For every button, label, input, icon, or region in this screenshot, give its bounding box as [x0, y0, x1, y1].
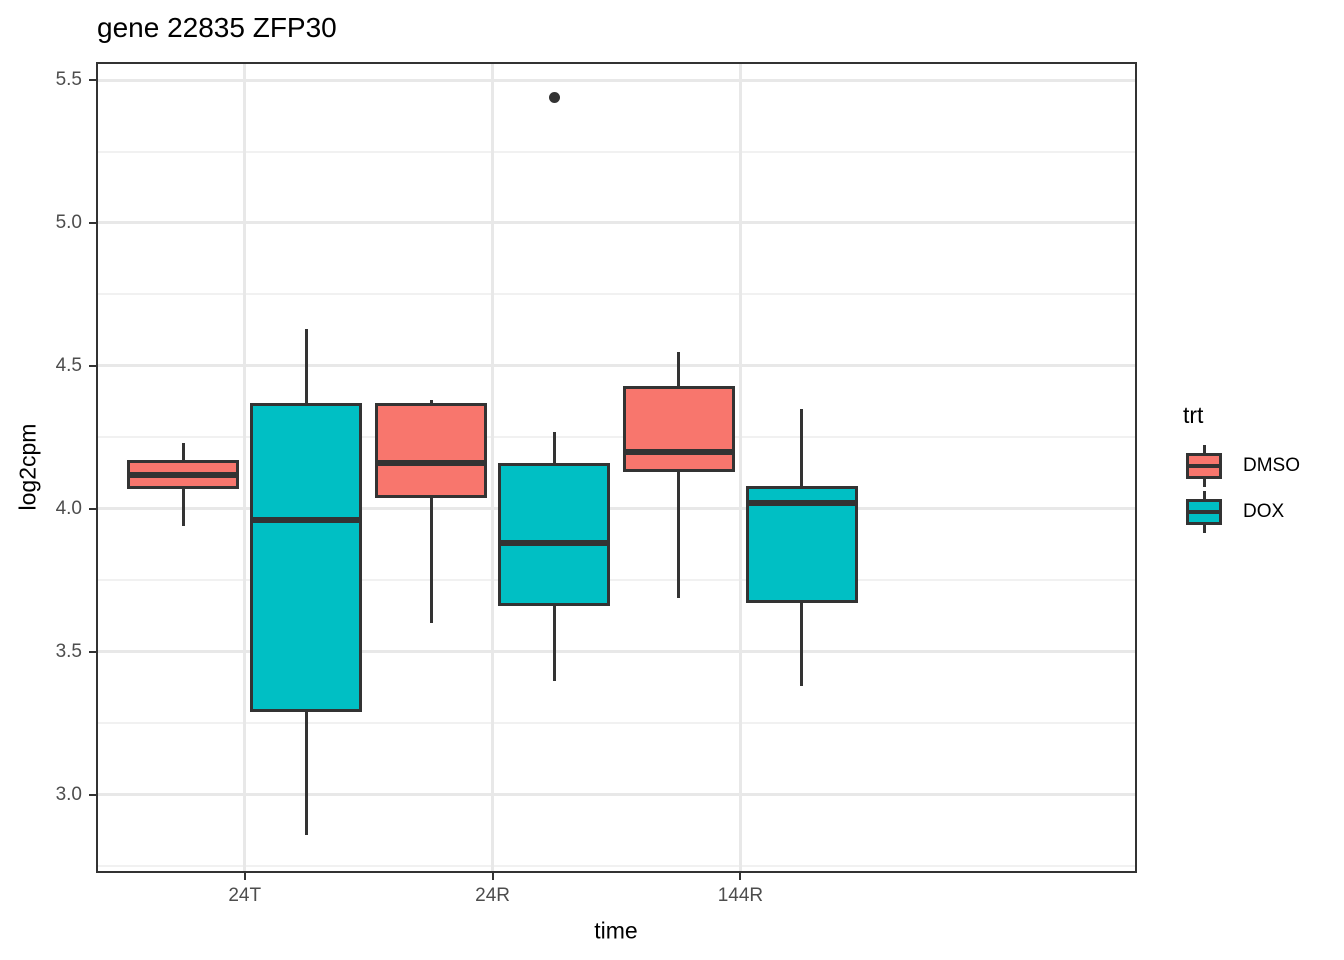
grid-major-vline: [738, 62, 742, 873]
y-tick-label: 3.5: [55, 640, 82, 662]
y-tick-mark: [89, 364, 96, 367]
median-dox-144r: [745, 500, 858, 507]
legend-title: trt: [1183, 402, 1204, 428]
grid-minor-line: [96, 722, 1137, 725]
box-dmso-144r: [622, 385, 735, 472]
y-tick-label: 5.5: [55, 69, 82, 91]
box-dox-24t: [250, 403, 363, 712]
y-tick-label: 4.0: [55, 497, 82, 519]
whisker-lower-dmso-144r: [677, 471, 681, 598]
x-tick-mark: [739, 873, 742, 880]
y-tick-mark: [89, 221, 96, 224]
legend-key-median: [1186, 510, 1222, 514]
y-tick-mark: [89, 793, 96, 796]
whisker-lower-dox-24r: [552, 606, 556, 681]
grid-minor-line: [96, 865, 1137, 868]
median-dmso-144r: [622, 448, 735, 455]
grid-major-line: [96, 78, 1137, 82]
y-tick-label: 5.0: [55, 211, 82, 233]
grid-major-line: [96, 221, 1137, 225]
y-tick-label: 4.5: [55, 354, 82, 376]
whisker-lower-dmso-24t: [181, 488, 185, 527]
whisker-upper-dmso-144r: [677, 351, 681, 386]
y-axis-title: log2cpm: [14, 423, 41, 511]
grid-minor-line: [96, 150, 1137, 153]
whisker-upper-dmso-24t: [181, 443, 185, 461]
legend-key-dmso: [1186, 443, 1222, 489]
plot-panel: [96, 62, 1137, 873]
box-dox-24r: [498, 463, 611, 607]
median-dmso-24r: [375, 460, 488, 467]
grid-major-line: [96, 364, 1137, 368]
legend-label-dox: DOX: [1243, 501, 1285, 522]
grid-major-line: [96, 793, 1137, 797]
legend-key-median: [1186, 464, 1222, 468]
plot-title: gene 22835 ZFP30: [97, 12, 337, 43]
y-tick-label: 3.0: [55, 783, 82, 805]
y-tick-mark: [89, 650, 96, 653]
grid-minor-line: [96, 293, 1137, 296]
x-tick-label: 24R: [475, 885, 510, 906]
whisker-upper-dox-144r: [800, 408, 804, 487]
y-tick-mark: [89, 79, 96, 82]
legend-key-dox: [1186, 489, 1222, 535]
whisker-lower-dox-24t: [304, 712, 308, 835]
grid-minor-line: [96, 579, 1137, 582]
x-tick-label: 144R: [717, 885, 764, 906]
whisker-lower-dmso-24r: [429, 497, 433, 624]
whisker-upper-dmso-24r: [429, 400, 433, 404]
outlier-point-dox-24r: [548, 91, 560, 103]
grid-minor-line: [96, 436, 1137, 439]
whisker-upper-dox-24r: [552, 431, 556, 464]
x-axis-title: time: [594, 917, 638, 944]
median-dox-24r: [498, 540, 611, 547]
median-dox-24t: [250, 517, 363, 524]
median-dmso-24t: [127, 471, 240, 478]
legend-label-dmso: DMSO: [1243, 455, 1300, 476]
box-dmso-24r: [375, 403, 488, 498]
grid-major-line: [96, 650, 1137, 654]
whisker-lower-dox-144r: [800, 603, 804, 687]
grid-major-vline: [491, 62, 495, 873]
grid-major-vline: [243, 62, 247, 873]
y-tick-mark: [89, 507, 96, 510]
x-tick-label: 24T: [228, 885, 262, 906]
grid-major-line: [96, 507, 1137, 511]
whisker-upper-dox-24t: [304, 328, 308, 404]
x-tick-mark: [491, 873, 494, 880]
x-tick-mark: [243, 873, 246, 880]
